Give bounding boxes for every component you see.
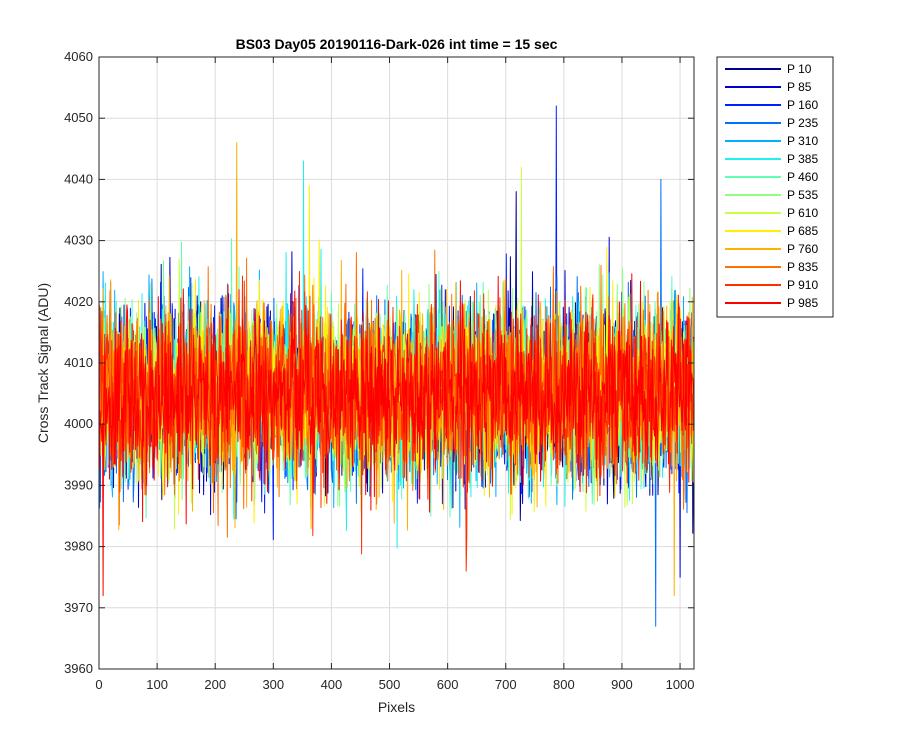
- y-tick-label: 4020: [64, 294, 93, 309]
- x-tick-label: 600: [437, 677, 459, 692]
- legend-label: P 460: [787, 170, 818, 184]
- legend-label: P 610: [787, 206, 818, 220]
- legend-label: P 385: [787, 152, 818, 166]
- y-axis-label: Cross Track Signal (ADU): [35, 283, 51, 443]
- x-axis-label: Pixels: [378, 699, 415, 715]
- y-tick-label: 4010: [64, 355, 93, 370]
- x-tick-label: 900: [611, 677, 633, 692]
- legend-label: P 535: [787, 188, 818, 202]
- legend-box: [716, 56, 834, 318]
- legend-label: P 685: [787, 224, 818, 238]
- legend-label: P 985: [787, 296, 818, 310]
- legend-label: P 235: [787, 116, 818, 130]
- series-line-p-910: [99, 270, 694, 572]
- legend: P 10 P 85 P 160 P 235 P 310 P 385 P 460 P 535 P …: [716, 56, 834, 318]
- y-tick-label: 4060: [64, 49, 93, 64]
- x-tick-label: 800: [553, 677, 575, 692]
- y-tick-label: 4000: [64, 416, 93, 431]
- x-tick-label: 500: [379, 677, 401, 692]
- y-tick-label: 4040: [64, 171, 93, 186]
- x-tick-label: 700: [495, 677, 517, 692]
- legend-label: P 85: [787, 80, 812, 94]
- chart-title: BS03 Day05 20190116-Dark-026 int time = …: [236, 36, 558, 52]
- legend-label: P 160: [787, 98, 818, 112]
- x-tick-label: 300: [262, 677, 284, 692]
- legend-label: P 10: [787, 62, 812, 76]
- legend-label: P 310: [787, 134, 818, 148]
- legend-label: P 835: [787, 260, 818, 274]
- x-tick-label: 400: [321, 677, 343, 692]
- y-tick-label: 3960: [64, 661, 93, 676]
- x-tick-label: 100: [146, 677, 168, 692]
- series-group: [99, 105, 694, 627]
- y-tick-label: 3990: [64, 477, 93, 492]
- x-tick-label: 200: [204, 677, 226, 692]
- x-tick-label: 1000: [666, 677, 695, 692]
- series-line-p-985: [99, 273, 694, 597]
- legend-label: P 760: [787, 242, 818, 256]
- legend-label: P 910: [787, 278, 818, 292]
- y-tick-label: 3980: [64, 539, 93, 554]
- ticks: 0 100 200 300 400 500 600 700 800 900 1000 3960 3970…: [64, 49, 694, 692]
- x-tick-label: 0: [95, 677, 102, 692]
- y-tick-label: 4050: [64, 110, 93, 125]
- y-tick-label: 4030: [64, 233, 93, 248]
- y-tick-label: 3970: [64, 600, 93, 615]
